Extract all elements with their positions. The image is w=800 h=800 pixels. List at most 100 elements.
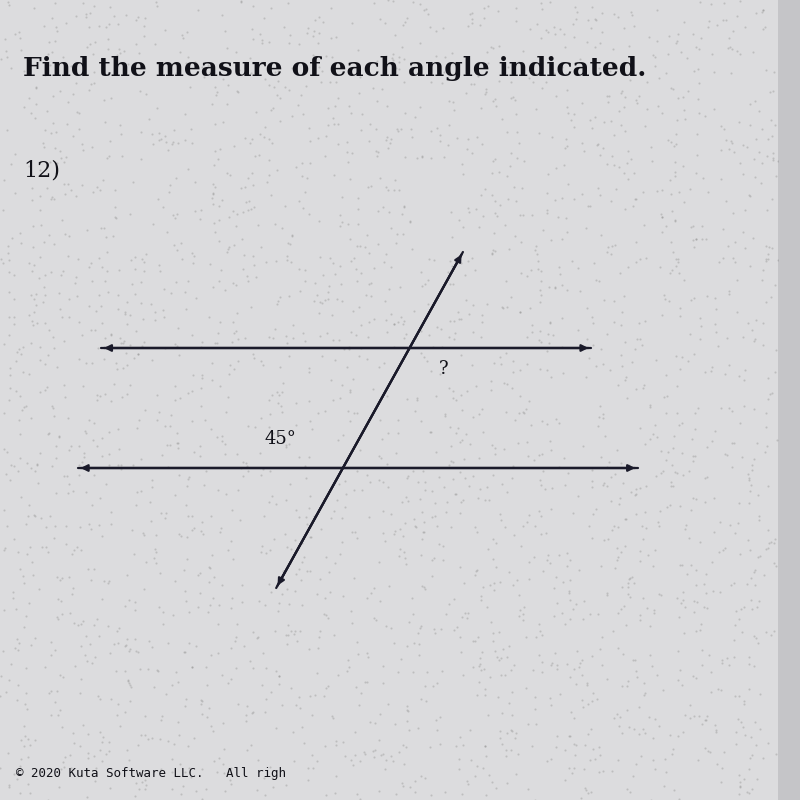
Point [550,162,562,174]
Point [90,612,103,625]
Point [34,190,47,202]
Point [456,610,469,623]
Point [126,459,139,472]
Point [161,226,174,239]
Point [156,710,169,722]
Point [585,786,598,798]
Point [336,429,349,442]
Point [222,211,235,224]
Point [126,277,138,290]
Point [532,334,545,346]
Point [453,762,466,775]
Point [373,734,386,746]
Point [240,457,253,470]
Point [272,670,285,682]
Point [132,348,145,361]
Point [402,495,414,508]
Point [558,618,571,630]
Point [395,653,408,666]
Point [50,361,63,374]
Point [548,646,561,659]
Point [768,557,781,570]
Point [470,565,482,578]
Point [181,26,194,38]
Point [16,403,29,416]
Point [541,554,554,566]
Point [523,72,536,85]
Point [426,341,439,354]
Point [134,453,147,466]
Point [666,442,679,454]
Point [302,362,315,374]
Point [72,253,85,266]
Point [672,644,685,657]
Point [362,180,374,193]
Point [466,12,478,25]
Point [307,25,320,38]
Point [172,137,185,150]
Point [603,65,616,78]
Point [82,20,95,33]
Point [736,625,749,638]
Point [534,295,547,308]
Point [581,677,594,690]
Point [166,609,179,622]
Point [302,22,314,34]
Point [737,168,750,181]
Point [169,211,182,224]
Point [134,728,147,741]
Point [418,582,431,595]
Point [722,42,734,54]
Point [38,317,51,330]
Point [216,669,229,682]
Point [66,588,78,601]
Point [134,62,147,74]
Point [50,440,62,453]
Point [277,565,290,578]
Point [161,438,174,451]
Point [187,369,200,382]
Point [74,687,86,700]
Point [160,688,173,701]
Point [766,151,779,164]
Point [586,650,598,662]
Point [194,698,207,710]
Point [236,595,249,608]
Point [677,90,690,103]
Point [611,550,624,563]
Point [57,378,70,391]
Point [576,654,589,666]
Point [254,546,267,558]
Point [496,706,509,719]
Point [30,458,43,470]
Point [330,293,343,306]
Point [80,356,93,369]
Point [296,598,309,611]
Point [474,102,487,114]
Point [335,215,348,228]
Point [459,472,472,485]
Point [631,670,644,683]
Point [535,82,548,94]
Point [119,600,132,613]
Point [315,64,328,77]
Point [434,134,446,147]
Point [684,294,697,306]
Point [124,207,137,220]
Point [717,544,730,557]
Point [568,663,581,676]
Point [318,150,331,162]
Point [60,150,73,163]
Point [562,730,575,742]
Point [696,718,709,730]
Point [103,134,116,147]
Point [363,118,376,130]
Point [394,122,407,135]
Point [162,637,174,650]
Point [159,511,172,524]
Point [202,310,215,323]
Point [110,665,122,678]
Point [514,540,527,553]
Point [577,701,590,714]
Point [750,739,762,752]
